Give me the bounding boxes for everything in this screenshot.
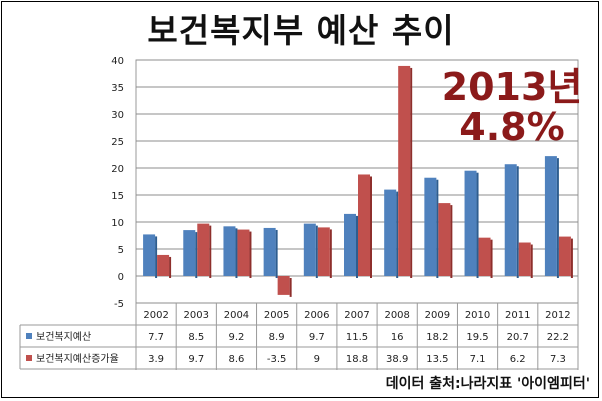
bar-budget	[344, 213, 356, 276]
data-label: 9.2	[229, 332, 245, 343]
data-label: 8.9	[269, 332, 285, 343]
bar-budget	[223, 226, 236, 276]
bar-budget	[544, 156, 557, 276]
y-tick-label: 5	[118, 245, 124, 256]
bar-shadow	[155, 236, 158, 278]
data-label: 6.2	[510, 354, 526, 365]
data-label: 9	[314, 354, 320, 365]
data-label: 13.5	[426, 354, 448, 365]
bar-shadow	[516, 166, 519, 278]
data-label: 38.9	[386, 354, 408, 365]
bar-shadow	[209, 225, 212, 278]
data-label: 22.2	[547, 332, 569, 343]
source-note: 데이터 출처:나라지표 '아이엠피터'	[385, 376, 590, 392]
data-label: 8.6	[229, 354, 245, 365]
y-tick-label: -5	[114, 299, 124, 310]
bar-shadow	[570, 238, 573, 278]
bar-shadow	[169, 256, 172, 278]
bar-growth-rate	[558, 236, 571, 276]
y-tick-label: 10	[111, 218, 124, 229]
bar-shadow	[410, 67, 413, 278]
bar-shadow	[329, 229, 332, 278]
bar-shadow	[530, 244, 533, 278]
bar-shadow	[436, 179, 439, 278]
bar-growth-rate	[197, 223, 210, 276]
data-label: 7.7	[148, 332, 164, 343]
bar-shadow	[195, 232, 198, 278]
data-label: 20.7	[507, 332, 529, 343]
chart-title: 보건복지부 예산 추이	[147, 11, 455, 50]
bar-shadow	[275, 229, 278, 278]
bar-shadow	[490, 239, 493, 278]
bar-growth-rate	[358, 174, 370, 276]
y-tick-label: 0	[118, 272, 124, 283]
bar-budget	[143, 234, 156, 276]
bar-budget	[183, 230, 196, 276]
y-tick-label: 15	[111, 191, 124, 202]
bar-growth-rate	[398, 65, 411, 276]
x-tick-label: 2002	[143, 310, 168, 321]
data-label: -3.5	[267, 354, 287, 365]
bar-shadow	[235, 228, 238, 278]
y-tick-label: 30	[111, 110, 124, 121]
y-tick-label: 20	[111, 164, 124, 175]
bar-growth-rate	[317, 227, 330, 276]
bar-shadow	[370, 176, 372, 278]
legend-swatch	[26, 355, 32, 361]
bar-budget	[504, 164, 517, 276]
y-tick-label: 35	[111, 83, 124, 94]
x-tick-label: 2004	[224, 310, 249, 321]
bar-budget	[464, 170, 477, 276]
x-tick-label: 2005	[264, 310, 289, 321]
x-tick-label: 2006	[304, 310, 329, 321]
bar-growth-rate	[518, 242, 531, 276]
data-label: 9.7	[188, 354, 204, 365]
bar-growth-rate	[157, 254, 170, 276]
data-label: 3.9	[148, 354, 164, 365]
data-label: 16	[391, 332, 404, 343]
y-tick-label: 40	[111, 56, 124, 67]
data-label: 19.5	[466, 332, 488, 343]
bar-budget	[424, 177, 437, 276]
data-label: 7.1	[470, 354, 486, 365]
callout-year: 2013년	[442, 65, 583, 109]
bar-growth-rate	[478, 237, 491, 276]
x-tick-label: 2011	[505, 310, 530, 321]
data-label: 11.5	[346, 332, 368, 343]
bar-shadow	[356, 215, 358, 278]
bar-budget	[384, 189, 397, 276]
legend-swatch	[26, 333, 32, 339]
callout-rate: 4.8%	[459, 105, 564, 149]
bar-shadow	[396, 191, 399, 278]
data-label: 8.5	[188, 332, 204, 343]
x-tick-label: 2012	[545, 310, 570, 321]
bar-shadow	[476, 172, 479, 278]
y-tick-label: 25	[111, 137, 124, 148]
x-tick-label: 2003	[184, 310, 209, 321]
data-label: 18.8	[346, 354, 368, 365]
x-tick-label: 2007	[344, 310, 369, 321]
x-tick-label: 2008	[384, 310, 409, 321]
x-tick-label: 2009	[425, 310, 450, 321]
bar-shadow	[450, 205, 453, 278]
bar-shadow	[249, 231, 252, 278]
bar-shadow	[289, 278, 292, 297]
legend-label: 보건복지예산증가율	[36, 353, 119, 365]
legend-label: 보건복지예산	[36, 331, 91, 343]
data-label: 9.7	[309, 332, 325, 343]
bar-growth-rate	[277, 276, 290, 295]
bar-shadow	[556, 158, 559, 278]
bar-growth-rate	[237, 229, 250, 276]
data-label: 7.3	[550, 354, 566, 365]
bar-growth-rate	[438, 203, 451, 276]
bar-shadow	[315, 225, 318, 278]
bar-budget	[263, 227, 276, 276]
x-tick-label: 2010	[465, 310, 490, 321]
bar-budget	[303, 223, 316, 276]
data-label: 18.2	[426, 332, 448, 343]
